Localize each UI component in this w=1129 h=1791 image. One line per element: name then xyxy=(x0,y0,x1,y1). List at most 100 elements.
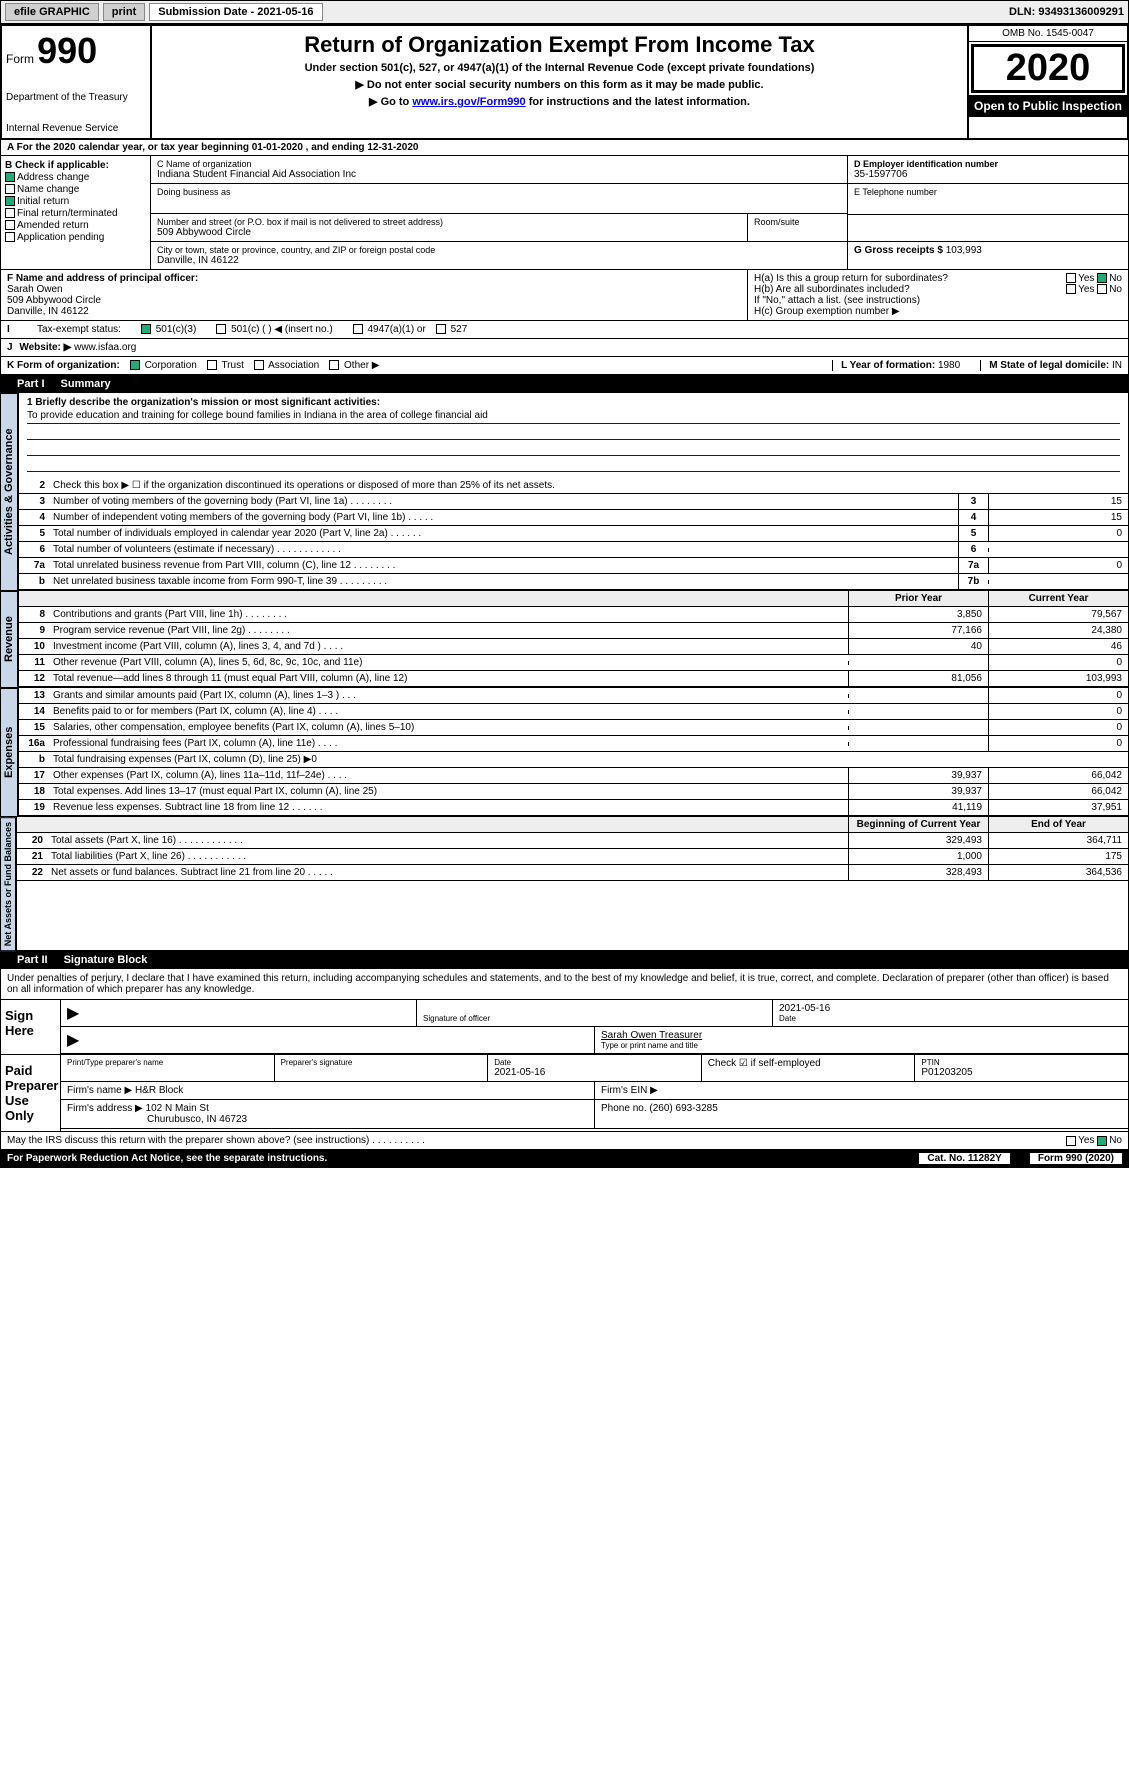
line-13: 13Grants and similar amounts paid (Part … xyxy=(19,688,1128,704)
firm-name-cell: Firm's name ▶ H&R Block xyxy=(61,1082,595,1099)
checkbox-icon[interactable] xyxy=(436,324,446,334)
checkbox-icon[interactable] xyxy=(1066,284,1076,294)
checkbox-icon xyxy=(5,172,15,182)
submission-date: Submission Date - 2021-05-16 xyxy=(149,3,322,21)
chk-address[interactable]: Address change xyxy=(5,172,146,183)
group-return-block: H(a) Is this a group return for subordin… xyxy=(748,270,1128,320)
checkbox-icon xyxy=(5,232,15,242)
checkbox-icon[interactable] xyxy=(1097,284,1107,294)
line-5: 5Total number of individuals employed in… xyxy=(19,526,1128,542)
checkbox-icon[interactable] xyxy=(1097,273,1107,283)
ein-cell: D Employer identification number 35-1597… xyxy=(848,156,1128,184)
firm-addr-cell: Firm's address ▶ 102 N Main StChurubusco… xyxy=(61,1100,595,1128)
org-name-cell: C Name of organization Indiana Student F… xyxy=(151,156,848,184)
form-year-block: OMB No. 1545-0047 2020 Open to Public In… xyxy=(967,26,1127,138)
website-label: Website: ▶ xyxy=(19,342,71,353)
footer: For Paperwork Reduction Act Notice, see … xyxy=(0,1150,1129,1168)
pp-sig-cell: Preparer's signature xyxy=(275,1055,489,1081)
year-formation: 1980 xyxy=(938,360,960,371)
org-name: Indiana Student Financial Aid Associatio… xyxy=(157,169,841,180)
phone-cell: E Telephone number xyxy=(848,184,1128,214)
revenue-grid: Revenue Prior YearCurrent Year 8Contribu… xyxy=(0,591,1129,688)
checkbox-icon xyxy=(5,196,15,206)
tab-revenue: Revenue xyxy=(0,591,18,688)
omb-number: OMB No. 1545-0047 xyxy=(969,26,1127,42)
form-number: 990 xyxy=(37,30,97,71)
checkbox-icon xyxy=(5,208,15,218)
line-4: 4Number of independent voting members of… xyxy=(19,510,1128,526)
checkbox-icon[interactable] xyxy=(130,360,140,370)
line-16a: 16aProfessional fundraising fees (Part I… xyxy=(19,736,1128,752)
gov-block: 1 Briefly describe the organization's mi… xyxy=(18,393,1129,591)
chk-final[interactable]: Final return/terminated xyxy=(5,208,146,219)
i-label: I xyxy=(7,324,37,335)
line-20: 20Total assets (Part X, line 16) . . . .… xyxy=(17,833,1128,849)
pp-name-cell: Print/Type preparer's name xyxy=(61,1055,275,1081)
net-block: Beginning of Current YearEnd of Year 20T… xyxy=(16,817,1129,951)
section-fh: F Name and address of principal officer:… xyxy=(0,270,1129,321)
col-b-header: B Check if applicable: xyxy=(5,160,146,171)
gross-cell: G Gross receipts $ 103,993 xyxy=(848,242,1128,269)
line-19: 19Revenue less expenses. Subtract line 1… xyxy=(19,800,1128,816)
tax-year: 2020 xyxy=(971,44,1125,93)
j-label: J xyxy=(7,342,13,353)
state-domicile: IN xyxy=(1112,360,1122,371)
mission-line xyxy=(27,426,1120,440)
line-2: 2Check this box ▶ ☐ if the organization … xyxy=(19,478,1128,494)
netassets-grid: Net Assets or Fund Balances Beginning of… xyxy=(0,817,1129,951)
chk-name[interactable]: Name change xyxy=(5,184,146,195)
checkbox-icon[interactable] xyxy=(1066,1136,1076,1146)
section-j: J Website: ▶ www.isfaa.org xyxy=(0,339,1129,357)
checkbox-icon[interactable] xyxy=(329,360,339,370)
tab-expenses: Expenses xyxy=(0,688,18,817)
form-subtitle-1: Under section 501(c), 527, or 4947(a)(1)… xyxy=(158,62,961,74)
irs-link[interactable]: www.irs.gov/Form990 xyxy=(412,96,525,108)
city-label: City or town, state or province, country… xyxy=(157,245,841,255)
checkbox-icon[interactable] xyxy=(353,324,363,334)
form-header: Form 990 Department of the Treasury Inte… xyxy=(0,24,1129,140)
line-18: 18Total expenses. Add lines 13–17 (must … xyxy=(19,784,1128,800)
line-14: 14Benefits paid to or for members (Part … xyxy=(19,704,1128,720)
addr-cell: Number and street (or P.O. box if mail i… xyxy=(151,214,748,242)
org-address: 509 Abbywood Circle xyxy=(157,227,741,238)
row-a-tax-year: A For the 2020 calendar year, or tax yea… xyxy=(0,140,1129,156)
open-to-public: Open to Public Inspection xyxy=(969,95,1127,117)
declaration: Under penalties of perjury, I declare th… xyxy=(0,969,1129,1000)
mission-label: 1 Briefly describe the organization's mi… xyxy=(27,397,1120,408)
line-3: 3Number of voting members of the governi… xyxy=(19,494,1128,510)
ein-label: D Employer identification number xyxy=(854,159,1122,169)
efile-button[interactable]: efile GRAPHIC xyxy=(5,3,99,21)
checkbox-icon[interactable] xyxy=(254,360,264,370)
checkbox-icon[interactable] xyxy=(141,324,151,334)
ha-row: H(a) Is this a group return for subordin… xyxy=(754,273,1122,284)
chk-initial[interactable]: Initial return xyxy=(5,196,146,207)
col-cde: C Name of organization Indiana Student F… xyxy=(151,156,1128,269)
org-city: Danville, IN 46122 xyxy=(157,255,841,266)
officer-city: Danville, IN 46122 xyxy=(7,306,741,317)
checkbox-icon[interactable] xyxy=(1097,1136,1107,1146)
officer-block: F Name and address of principal officer:… xyxy=(1,270,748,320)
phone-cell: Phone no. (260) 693-3285 xyxy=(595,1100,1128,1128)
sig-officer-cell: Signature of officer xyxy=(417,1000,773,1026)
checkbox-icon[interactable] xyxy=(1066,273,1076,283)
room-cell: Room/suite xyxy=(748,214,848,242)
chk-amended[interactable]: Amended return xyxy=(5,220,146,231)
checkbox-icon[interactable] xyxy=(216,324,226,334)
part2-title: Signature Block xyxy=(64,954,148,966)
sign-here-block: Sign Here ▶ Signature of officer 2021-05… xyxy=(0,1000,1129,1055)
print-button[interactable]: print xyxy=(103,3,145,21)
hb-row: H(b) Are all subordinates included? Yes … xyxy=(754,284,1122,295)
tax-status-label: Tax-exempt status: xyxy=(37,324,121,335)
chk-pending[interactable]: Application pending xyxy=(5,232,146,243)
dept-irs: Internal Revenue Service xyxy=(6,123,146,134)
form-subtitle-3: ▶ Go to www.irs.gov/Form990 for instruct… xyxy=(158,95,961,108)
line-15: 15Salaries, other compensation, employee… xyxy=(19,720,1128,736)
form-ref: Form 990 (2020) xyxy=(1030,1153,1122,1164)
phone-label: E Telephone number xyxy=(854,187,1122,197)
line-7a: 7aTotal unrelated business revenue from … xyxy=(19,558,1128,574)
line-b: bNet unrelated business taxable income f… xyxy=(19,574,1128,590)
firm-ein-cell: Firm's EIN ▶ xyxy=(595,1082,1128,1099)
discuss-row: May the IRS discuss this return with the… xyxy=(0,1132,1129,1150)
checkbox-icon[interactable] xyxy=(207,360,217,370)
cat-no: Cat. No. 11282Y xyxy=(919,1153,1009,1164)
